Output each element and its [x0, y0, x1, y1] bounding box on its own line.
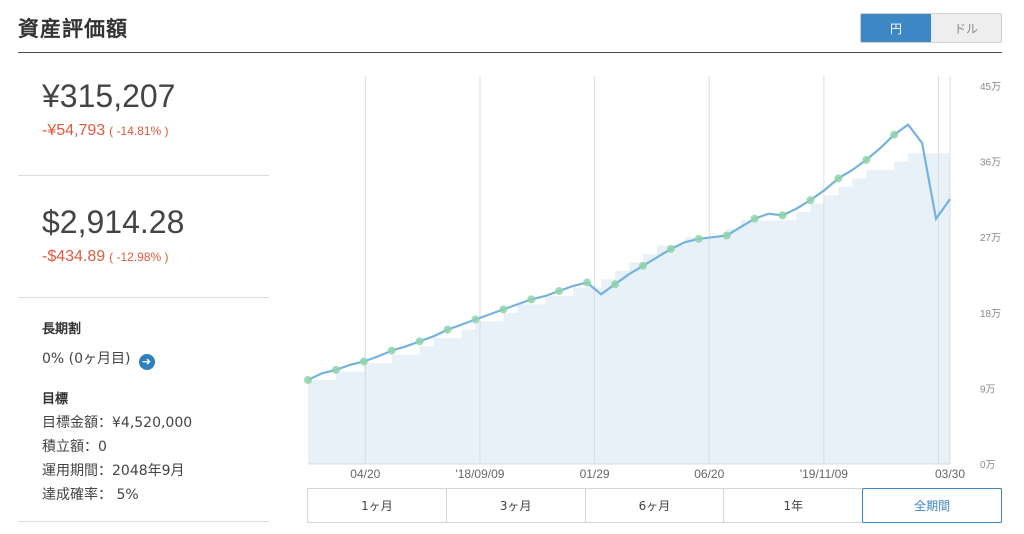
usd-summary: $2,914.28 -$434.89( -12.98% ) [18, 176, 269, 298]
goal-period: 運用期間：2048年9月 [42, 463, 185, 479]
y-tick-label: 0万 [980, 460, 996, 471]
x-tick-label: '19/11/09 [800, 467, 848, 481]
deposit-marker [415, 337, 424, 346]
deposit-marker [834, 174, 843, 183]
range-tab-all[interactable]: 全期間 [862, 488, 1002, 523]
currency-toggle[interactable]: 円 ドル [860, 13, 1002, 43]
header: 資産評価額 円 ドル [18, 0, 1002, 53]
deposit-marker [499, 305, 508, 314]
deposit-marker [611, 280, 620, 289]
deposit-marker [638, 261, 647, 270]
goal-target-amount: 目標金額：¥4,520,000 [42, 415, 193, 431]
asset-chart: 0万 9万 18万 27万 36万 45万 04/20 '18/09/09 01/29 06/20… [300, 76, 1004, 484]
y-tick-label: 9万 [980, 384, 996, 395]
x-tick-label: 04/20 [350, 467, 380, 481]
y-tick-label: 27万 [980, 233, 1001, 244]
currency-yen-button[interactable]: 円 [861, 14, 931, 42]
deposit-marker [778, 211, 787, 220]
goal-probability: 達成確率： 5% [42, 487, 139, 503]
goal-heading: 目標 [42, 392, 69, 407]
deposit-marker [666, 244, 675, 253]
deposit-marker [304, 376, 312, 384]
deposit-marker [527, 295, 536, 304]
goal-installment: 積立額：0 [42, 439, 107, 455]
deposit-marker [890, 130, 899, 139]
x-tick-label: 06/20 [694, 467, 724, 481]
y-tick-label: 36万 [980, 158, 1001, 169]
long-term-value-text: 0% (0ヶ月目) [42, 351, 131, 367]
deposit-marker [443, 325, 452, 334]
range-tab-3m[interactable]: 3ヶ月 [447, 489, 586, 522]
page-title: 資産評価額 [18, 17, 128, 41]
y-tick-label: 18万 [980, 309, 1001, 320]
deposit-marker [387, 346, 396, 355]
jpy-change: -¥54,793( -14.81% ) [42, 122, 169, 140]
x-tick-label: 01/29 [580, 467, 610, 481]
jpy-change-pct: ( -14.81% ) [109, 124, 169, 138]
deposit-marker [862, 155, 871, 164]
usd-amount: $2,914.28 [42, 204, 185, 240]
asset-chart-svg: 0万 9万 18万 27万 36万 45万 04/20 '18/09/09 01/29 06/20… [304, 76, 1001, 481]
jpy-amount: ¥315,207 [42, 78, 176, 114]
deposit-marker [555, 286, 564, 295]
usd-change: -$434.89( -12.98% ) [42, 248, 169, 266]
arrow-right-icon[interactable]: ➜ [138, 353, 155, 370]
deposit-marker [331, 365, 340, 374]
jpy-change-value: -¥54,793 [42, 122, 106, 139]
jpy-summary: ¥315,207 -¥54,793( -14.81% ) [18, 54, 269, 176]
range-tab-1y[interactable]: 1年 [724, 489, 864, 522]
currency-dollar-button[interactable]: ドル [931, 14, 1001, 42]
x-tick-label: '18/09/09 [455, 467, 504, 481]
long-term-value: 0% (0ヶ月目) ➜ [42, 348, 155, 370]
range-tab-6m[interactable]: 6ヶ月 [586, 489, 725, 522]
summary-panel: ¥315,207 -¥54,793( -14.81% ) $2,914.28 -… [18, 54, 269, 522]
deposit-marker [806, 196, 815, 205]
deposit-marker [694, 234, 703, 243]
usd-change-pct: ( -12.98% ) [109, 250, 169, 264]
usd-change-value: -$434.89 [42, 248, 106, 265]
deposit-marker [471, 315, 480, 324]
range-tabs[interactable]: 1ヶ月 3ヶ月 6ヶ月 1年 全期間 [307, 488, 1002, 523]
range-tab-1m[interactable]: 1ヶ月 [308, 489, 447, 522]
deposit-marker [722, 231, 731, 240]
x-tick-label: 03/30 [935, 467, 965, 481]
deposit-marker [359, 357, 368, 366]
plan-summary: 長期割 0% (0ヶ月目) ➜ 目標 目標金額：¥4,520,000 積立額：0 … [18, 298, 269, 522]
deposit-marker [583, 278, 592, 287]
principal-area [308, 153, 950, 464]
value-line [307, 123, 951, 381]
long-term-heading: 長期割 [42, 322, 82, 337]
deposit-marker [750, 214, 759, 223]
y-tick-label: 45万 [980, 82, 1001, 93]
